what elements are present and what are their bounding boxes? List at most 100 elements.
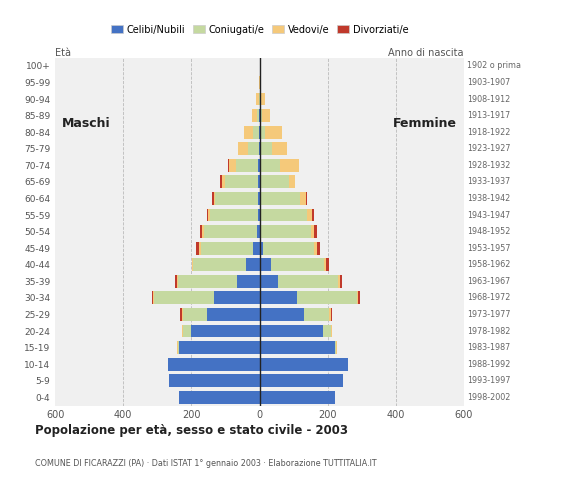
Bar [259, 142, 260, 155]
Bar [253, 126, 259, 139]
Bar [235, 159, 258, 172]
Bar [168, 358, 260, 371]
Bar [210, 209, 258, 221]
Bar [260, 341, 335, 354]
Bar [258, 209, 260, 221]
Bar [257, 225, 260, 238]
Text: 1938-1942: 1938-1942 [467, 194, 510, 203]
Bar [228, 159, 229, 172]
Bar [280, 159, 299, 172]
Bar [153, 291, 154, 304]
Bar [252, 109, 257, 122]
Bar [246, 258, 260, 271]
Bar [179, 341, 260, 354]
Bar [213, 291, 260, 304]
Bar [258, 175, 260, 188]
Text: 1958-1962: 1958-1962 [467, 260, 510, 269]
Text: 1923-1927: 1923-1927 [467, 144, 510, 153]
Bar [202, 225, 204, 238]
Bar [151, 291, 153, 304]
Bar [258, 192, 260, 205]
Bar [260, 93, 265, 106]
Text: 1953-1957: 1953-1957 [467, 244, 510, 252]
Bar [335, 341, 336, 354]
Bar [314, 225, 317, 238]
Bar [208, 209, 210, 221]
Bar [297, 291, 357, 304]
Bar [311, 225, 314, 238]
Text: 1993-1997: 1993-1997 [467, 376, 510, 385]
Text: COMUNE DI FICARAZZI (PA) · Dati ISTAT 1° gennaio 2003 · Elaborazione TUTTITALIA.: COMUNE DI FICARAZZI (PA) · Dati ISTAT 1°… [35, 458, 376, 468]
Bar [260, 76, 261, 89]
Bar [329, 308, 331, 321]
Text: 1968-1972: 1968-1972 [467, 293, 510, 302]
Bar [206, 209, 208, 221]
Bar [260, 175, 261, 188]
Bar [324, 258, 326, 271]
Text: 1948-1952: 1948-1952 [467, 227, 510, 236]
Text: 1988-1992: 1988-1992 [467, 360, 510, 369]
Text: 1973-1977: 1973-1977 [467, 310, 510, 319]
Bar [322, 324, 331, 337]
Bar [199, 242, 201, 254]
Bar [183, 308, 206, 321]
Bar [307, 209, 313, 221]
Bar [261, 209, 307, 221]
Bar [259, 109, 260, 122]
Bar [260, 126, 265, 139]
Bar [306, 192, 307, 205]
Text: 1908-1912: 1908-1912 [467, 95, 510, 104]
Bar [193, 258, 246, 271]
Bar [331, 308, 332, 321]
Bar [259, 76, 260, 89]
Text: 1902 o prima: 1902 o prima [467, 61, 521, 71]
Bar [215, 192, 258, 205]
Bar [260, 291, 297, 304]
Bar [261, 175, 288, 188]
Bar [260, 192, 261, 205]
Bar [213, 192, 215, 205]
Bar [175, 275, 177, 288]
Text: 1978-1982: 1978-1982 [467, 326, 510, 336]
Bar [154, 291, 213, 304]
Bar [248, 142, 259, 155]
Bar [201, 242, 253, 254]
Bar [237, 275, 260, 288]
Text: 1913-1917: 1913-1917 [467, 111, 510, 120]
Bar [338, 275, 340, 288]
Bar [238, 142, 248, 155]
Text: Età: Età [55, 48, 71, 58]
Bar [179, 391, 260, 404]
Bar [263, 242, 314, 254]
Bar [177, 275, 237, 288]
Text: Popolazione per età, sesso e stato civile - 2003: Popolazione per età, sesso e stato civil… [35, 424, 348, 437]
Bar [278, 275, 338, 288]
Bar [326, 258, 329, 271]
Text: Femmine: Femmine [393, 118, 457, 131]
Bar [288, 175, 295, 188]
Bar [260, 324, 322, 337]
Bar [261, 225, 311, 238]
Bar [244, 126, 253, 139]
Bar [258, 159, 260, 172]
Text: 1928-1932: 1928-1932 [467, 161, 510, 170]
Bar [265, 126, 282, 139]
Bar [182, 308, 183, 321]
Bar [260, 308, 304, 321]
Bar [260, 391, 335, 404]
Bar [180, 308, 182, 321]
Bar [191, 324, 260, 337]
Bar [226, 175, 258, 188]
Bar [357, 291, 358, 304]
Text: 1998-2002: 1998-2002 [467, 393, 510, 402]
Bar [200, 225, 202, 238]
Bar [192, 258, 193, 271]
Bar [336, 341, 337, 354]
Text: 1903-1907: 1903-1907 [467, 78, 510, 87]
Bar [169, 374, 260, 387]
Bar [260, 225, 261, 238]
Bar [340, 275, 342, 288]
Bar [253, 242, 260, 254]
Text: 1983-1987: 1983-1987 [467, 343, 510, 352]
Bar [260, 242, 263, 254]
